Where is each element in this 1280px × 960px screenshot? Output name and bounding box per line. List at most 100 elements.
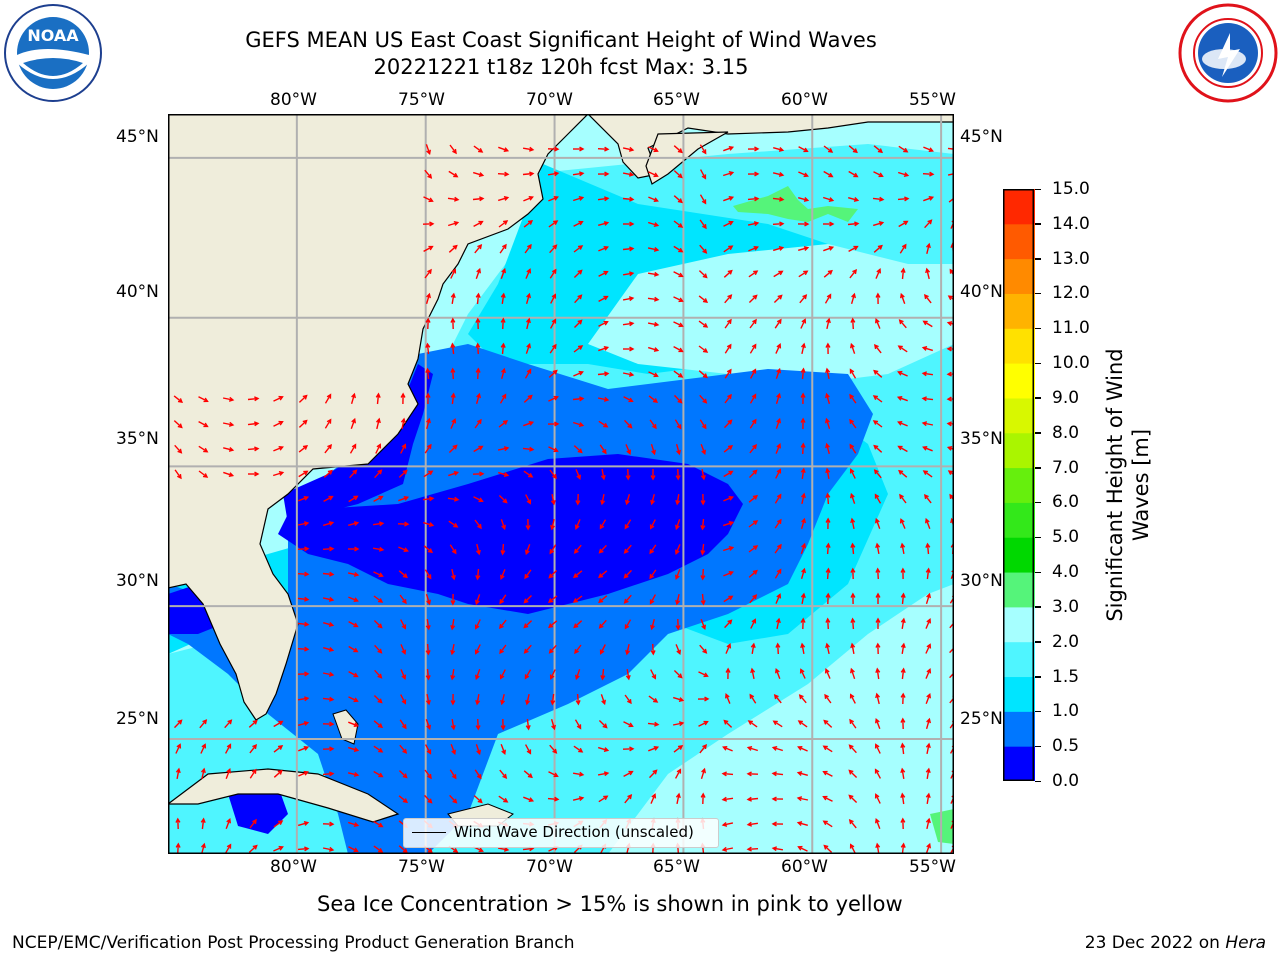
wave-direction-arrow — [451, 393, 455, 405]
wave-direction-arrow — [223, 471, 233, 477]
wave-direction-arrowhead — [922, 320, 928, 326]
wave-direction-arrow — [874, 494, 882, 504]
wave-direction-arrowhead — [304, 671, 310, 677]
wave-direction-arrow — [799, 694, 807, 704]
wave-direction-arrow — [748, 570, 758, 578]
wave-direction-arrowhead — [177, 398, 184, 404]
wave-direction-arrow — [522, 447, 534, 451]
wave-direction-arrow — [548, 370, 558, 378]
wave-direction-arrowhead — [175, 842, 181, 848]
wave-direction-arrow — [723, 196, 733, 202]
wave-direction-arrowhead — [797, 746, 803, 751]
wave-direction-arrowhead — [601, 449, 607, 455]
wave-direction-arrowhead — [353, 597, 359, 602]
wave-direction-arrow — [826, 318, 830, 330]
wave-direction-arrowhead — [427, 798, 433, 804]
wave-direction-arrow — [297, 697, 309, 701]
wave-direction-arrow — [926, 793, 930, 805]
wave-direction-arrow — [201, 768, 205, 780]
wave-direction-arrowhead — [754, 196, 760, 202]
wave-direction-arrowhead — [500, 367, 506, 374]
wave-direction-arrowhead — [303, 696, 310, 702]
wave-direction-arrowhead — [524, 674, 530, 680]
wave-direction-arrow — [373, 770, 383, 778]
wave-direction-arrowhead — [552, 748, 558, 754]
lon-tick-top-65w: 65°W — [653, 90, 700, 110]
wave-direction-arrowhead — [825, 567, 831, 573]
colorbar-swatch — [1003, 606, 1035, 643]
wave-direction-arrowhead — [500, 725, 506, 731]
wave-direction-arrow — [423, 521, 433, 527]
wave-direction-arrowhead — [728, 496, 734, 501]
wave-direction-arrow — [597, 772, 609, 776]
wave-direction-arrowhead — [752, 569, 758, 575]
wave-direction-arrowhead — [926, 717, 931, 724]
wave-direction-arrow — [423, 196, 433, 202]
wave-direction-arrow — [899, 494, 907, 504]
wave-direction-arrow — [548, 569, 558, 579]
wave-direction-arrowhead — [553, 171, 560, 177]
wave-direction-arrowhead — [498, 623, 504, 630]
wave-direction-arrowhead — [653, 347, 660, 352]
wave-direction-arrowhead — [701, 449, 706, 456]
wave-direction-arrowhead — [452, 244, 458, 250]
wave-direction-arrowhead — [402, 599, 407, 605]
wave-direction-arrow — [524, 595, 532, 603]
legend-label: Wind Wave Direction (unscaled) — [454, 823, 694, 841]
wave-direction-arrow — [298, 470, 308, 478]
wave-direction-arrowhead — [528, 421, 535, 426]
wave-direction-arrowhead — [400, 392, 406, 398]
lat-tick-left-30n: 30°N — [116, 571, 159, 591]
wave-direction-arrow — [773, 147, 783, 151]
wave-direction-arrowhead — [726, 368, 732, 374]
wave-direction-arrowhead — [897, 370, 903, 376]
wave-direction-arrowhead — [502, 773, 508, 780]
wave-direction-arrow — [476, 568, 480, 580]
wave-direction-arrowhead — [728, 171, 735, 176]
wave-direction-arrow — [273, 846, 283, 852]
wave-direction-arrowhead — [877, 244, 883, 250]
wave-direction-arrow — [698, 295, 708, 303]
wave-direction-arrowhead — [900, 692, 906, 698]
wave-direction-arrow — [798, 846, 808, 852]
wave-direction-arrow — [925, 719, 931, 729]
wave-direction-arrowhead — [548, 573, 554, 579]
wave-direction-arrowhead — [428, 197, 434, 203]
wave-direction-arrowhead — [500, 342, 506, 348]
wave-direction-arrowhead — [849, 368, 855, 374]
wave-direction-arrow — [823, 796, 833, 802]
wave-direction-arrowhead — [922, 470, 928, 476]
wave-direction-arrow — [225, 769, 231, 779]
wave-direction-arrowhead — [501, 393, 507, 399]
wave-direction-arrowhead — [727, 393, 732, 400]
wave-direction-arrowhead — [327, 443, 333, 450]
wave-direction-arrowhead — [927, 219, 933, 225]
wave-direction-arrow — [598, 570, 608, 578]
lat-tick-right-35n: 35°N — [960, 429, 1003, 449]
colorbar-tick-label: 0.5 — [1052, 736, 1080, 757]
wave-direction-arrowhead — [921, 396, 927, 402]
wave-direction-arrowhead — [677, 673, 683, 679]
wave-direction-arrowhead — [799, 668, 805, 674]
wave-direction-arrowhead — [700, 600, 706, 606]
wave-direction-arrow — [773, 294, 783, 304]
wave-direction-arrowhead — [775, 617, 781, 624]
wave-direction-arrowhead — [848, 818, 854, 825]
wave-direction-arrowhead — [604, 371, 610, 377]
wave-direction-arrow — [501, 369, 505, 379]
colorbar-swatch — [1003, 537, 1035, 573]
wave-direction-arrowhead — [378, 847, 384, 853]
wave-direction-arrowhead — [303, 521, 310, 527]
wave-direction-arrow — [749, 419, 757, 429]
wave-direction-arrowhead — [303, 496, 310, 501]
colorbar-tick-mark — [1035, 188, 1041, 190]
wave-direction-arrow — [849, 444, 857, 454]
wave-direction-arrowhead — [551, 268, 557, 274]
wave-direction-arrow — [475, 394, 481, 404]
wave-direction-arrow — [501, 343, 505, 355]
wave-direction-arrowhead — [849, 843, 855, 849]
wave-direction-arrow — [347, 572, 359, 576]
wave-direction-arrowhead — [848, 744, 854, 750]
wave-direction-arrow — [923, 446, 933, 452]
wave-direction-arrowhead — [777, 294, 783, 300]
